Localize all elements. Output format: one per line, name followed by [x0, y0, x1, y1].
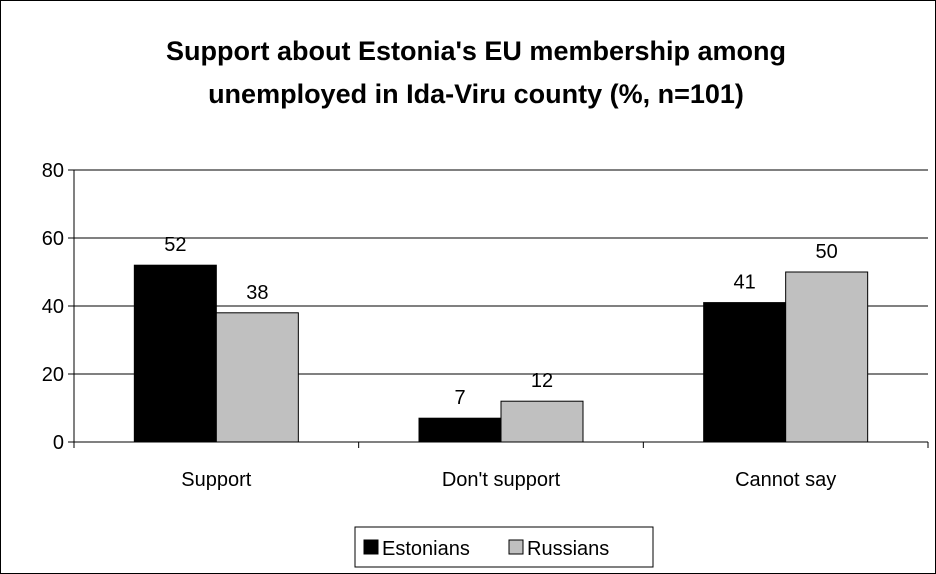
y-tick-label: 20 — [42, 364, 64, 386]
category-label: Cannot say — [735, 469, 836, 491]
legend-label: Estonians — [382, 538, 470, 560]
legend-swatch-estonians — [363, 539, 379, 555]
bars — [133, 264, 869, 443]
data-label: 50 — [816, 241, 838, 263]
y-axis-tick-labels: 0 20 40 60 80 — [42, 160, 64, 454]
data-labels: 52 38 7 12 41 50 — [164, 234, 838, 409]
category-label: Don't support — [442, 469, 561, 491]
chart-title-line-1: Support about Estonia's EU membership am… — [166, 36, 786, 66]
x-axis-category-labels: Support Don't support Cannot say — [181, 469, 836, 491]
data-label: 38 — [246, 282, 268, 304]
data-label: 12 — [531, 370, 553, 392]
data-label: 7 — [454, 387, 465, 409]
legend-box — [354, 526, 654, 568]
legend-label: Russians — [527, 538, 609, 560]
legend-swatch-russians — [508, 539, 524, 555]
bar-russians-0 — [215, 312, 299, 443]
bar-estonians-0 — [133, 264, 217, 443]
chart-title: Support about Estonia's EU membership am… — [166, 36, 786, 109]
y-tick-label: 80 — [42, 160, 64, 182]
bar-estonians-1 — [418, 417, 502, 443]
category-label: Support — [181, 469, 251, 491]
data-label: 52 — [164, 234, 186, 256]
data-label: 41 — [734, 272, 756, 294]
y-tick-label: 0 — [53, 432, 64, 454]
y-tick-label: 40 — [42, 296, 64, 318]
legend: Estonians Russians — [354, 526, 654, 568]
bar-russians-2 — [785, 271, 869, 443]
chart-title-line-2: unemployed in Ida-Viru county (%, n=101) — [208, 79, 744, 109]
y-tick-label: 60 — [42, 228, 64, 250]
bar-estonians-2 — [703, 302, 787, 443]
bar-russians-1 — [500, 400, 584, 443]
